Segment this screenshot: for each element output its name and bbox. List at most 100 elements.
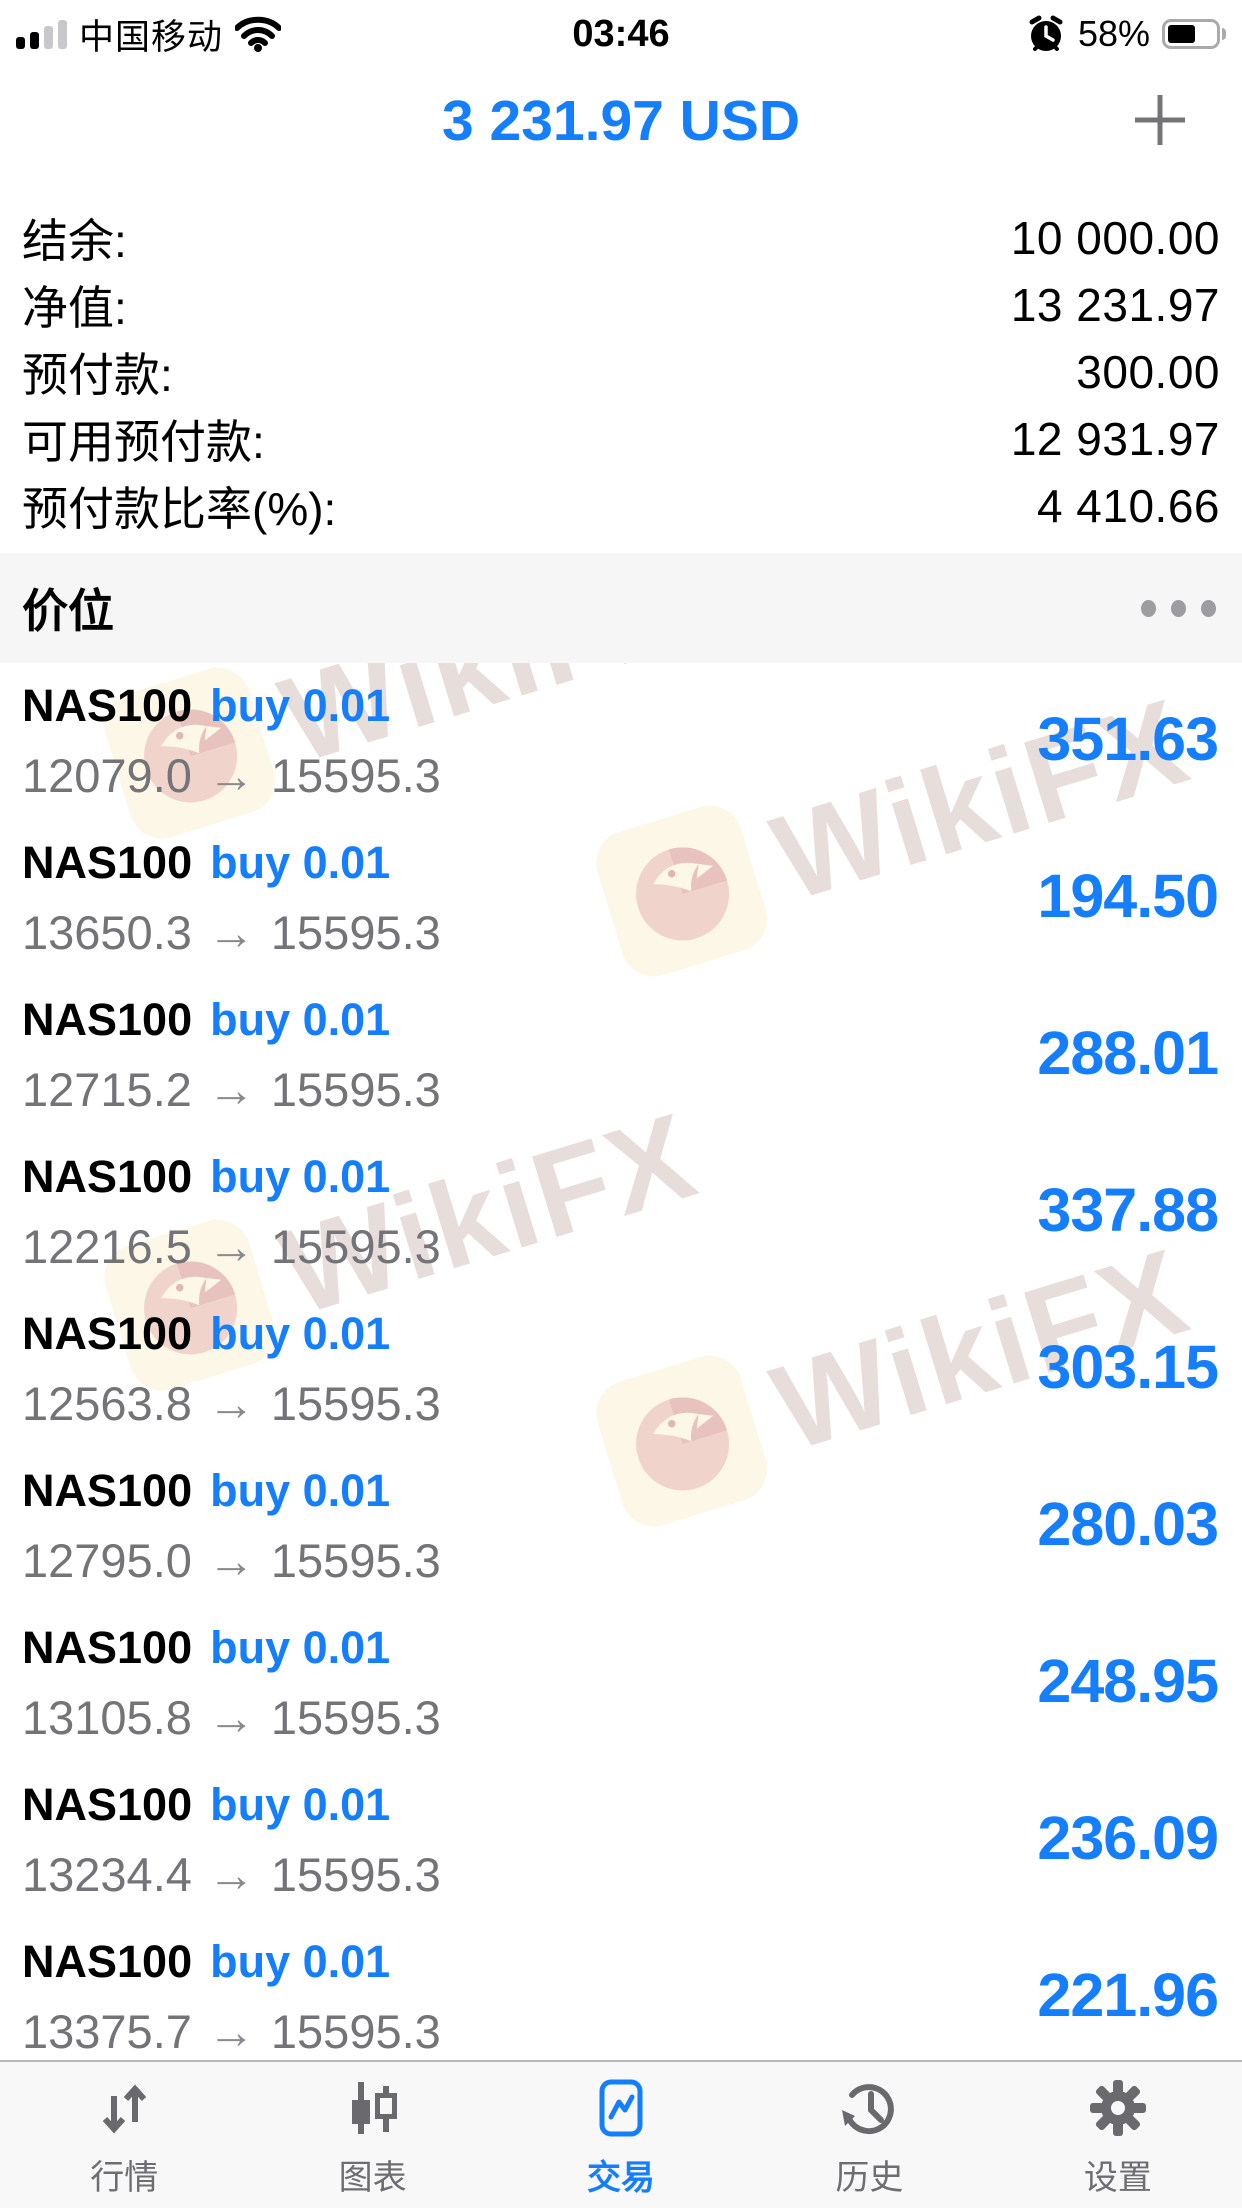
alarm-icon — [1029, 15, 1063, 51]
position-row[interactable]: NAS100 buy 0.01 12216.5 → 15595.3 337.88 — [0, 1134, 1242, 1291]
new-order-button[interactable] — [1130, 90, 1190, 150]
summary-label: 预付款: — [22, 348, 173, 401]
position-side-volume: buy 0.01 — [210, 1465, 391, 1516]
summary-label: 预付款比率(%): — [22, 482, 337, 535]
current-price: 15595.3 — [270, 749, 441, 802]
current-price: 15595.3 — [270, 1848, 441, 1901]
section-title: 价位 — [22, 585, 114, 637]
summary-value: 13 231.97 — [1010, 278, 1220, 331]
wifi-icon — [235, 16, 282, 52]
tab-label: 行情 — [90, 2159, 159, 2197]
battery-icon — [1162, 19, 1226, 49]
summary-row-margin-level: 预付款比率(%): 4 410.66 — [22, 472, 1220, 539]
tab-label: 设置 — [1083, 2159, 1152, 2197]
position-profit: 236.09 — [1037, 1803, 1219, 1872]
position-symbol: NAS100 — [22, 680, 193, 731]
position-symbol: NAS100 — [22, 1151, 193, 1202]
tab-label: 历史 — [835, 2159, 904, 2197]
position-profit: 351.63 — [1037, 704, 1219, 773]
open-price: 12079.0 — [22, 749, 192, 802]
summary-row-balance: 结余: 10 000.00 — [22, 204, 1220, 271]
position-symbol: NAS100 — [22, 1622, 193, 1673]
summary-label: 净值: — [22, 281, 127, 334]
position-profit: 280.03 — [1037, 1489, 1219, 1558]
tab-label: 交易 — [587, 2159, 656, 2197]
position-row[interactable]: NAS100 buy 0.01 12715.2 → 15595.3 288.01 — [0, 977, 1242, 1134]
current-price: 15595.3 — [270, 1377, 441, 1430]
account-header: 3 231.97 USD — [0, 62, 1242, 180]
position-profit: 288.01 — [1037, 1018, 1219, 1087]
open-price: 12795.0 — [22, 1534, 192, 1587]
tab-trade[interactable]: 交易 — [497, 2062, 745, 2208]
position-profit: 337.88 — [1037, 1175, 1219, 1244]
open-price: 13234.4 — [22, 1848, 192, 1901]
arrow-right-icon: → — [207, 1377, 255, 1430]
position-side-volume: buy 0.01 — [210, 1622, 391, 1673]
tab-label: 图表 — [338, 2159, 407, 2197]
position-profit: 303.15 — [1037, 1332, 1219, 1401]
position-side-volume: buy 0.01 — [210, 1308, 391, 1359]
position-row[interactable]: NAS100 buy 0.01 13650.3 → 15595.3 194.50 — [0, 820, 1242, 977]
history-icon — [842, 2084, 895, 2135]
current-price: 15595.3 — [270, 2005, 441, 2058]
summary-value: 12 931.97 — [1010, 412, 1220, 465]
arrow-right-icon: → — [207, 1691, 255, 1744]
account-summary: 结余: 10 000.00 净值: 13 231.97 预付款: 300.00 … — [0, 180, 1242, 539]
summary-row-margin: 预付款: 300.00 — [22, 338, 1220, 405]
current-price: 15595.3 — [270, 906, 441, 959]
position-side-volume: buy 0.01 — [210, 837, 391, 888]
position-symbol: NAS100 — [22, 994, 193, 1045]
summary-row-equity: 净值: 13 231.97 — [22, 271, 1220, 338]
position-row[interactable]: NAS100 buy 0.01 13105.8 → 15595.3 248.95 — [0, 1605, 1242, 1762]
position-symbol: NAS100 — [22, 1936, 193, 1987]
position-side-volume: buy 0.01 — [210, 1779, 391, 1830]
arrow-right-icon: → — [207, 749, 255, 802]
status-bar: 中国移动 03:46 58% — [0, 0, 1242, 62]
positions-section-header: 价位 — [0, 553, 1242, 663]
arrow-right-icon: → — [207, 1220, 255, 1273]
position-row[interactable]: NAS100 buy 0.01 12079.0 → 15595.3 351.63 — [0, 663, 1242, 820]
position-symbol: NAS100 — [22, 837, 193, 888]
position-side-volume: buy 0.01 — [210, 1151, 391, 1202]
current-price: 15595.3 — [270, 1691, 441, 1744]
position-profit: 194.50 — [1037, 861, 1219, 930]
summary-label: 结余: — [22, 214, 127, 267]
arrow-right-icon: → — [207, 1063, 255, 1116]
arrow-right-icon: → — [207, 906, 255, 959]
open-price: 13650.3 — [22, 906, 192, 959]
plus-icon — [1135, 95, 1185, 145]
summary-label: 可用预付款: — [22, 415, 265, 468]
open-price: 12216.5 — [22, 1220, 192, 1273]
sort-options-button[interactable] — [1137, 580, 1220, 637]
position-profit: 221.96 — [1037, 1960, 1219, 2029]
summary-value: 4 410.66 — [1036, 479, 1220, 532]
battery-percent-label: 58% — [1077, 13, 1150, 54]
tab-quotes[interactable]: 行情 — [0, 2062, 248, 2208]
position-side-volume: buy 0.01 — [210, 994, 391, 1045]
position-profit: 248.95 — [1037, 1646, 1219, 1715]
settings-gear-icon — [1089, 2080, 1146, 2136]
position-side-volume: buy 0.01 — [210, 1936, 391, 1987]
tab-bar: 行情 图表 交易 — [0, 2060, 1242, 2208]
tab-settings[interactable]: 设置 — [994, 2062, 1242, 2208]
tab-history[interactable]: 历史 — [745, 2062, 993, 2208]
position-side-volume: buy 0.01 — [210, 680, 391, 731]
arrow-right-icon: → — [207, 1848, 255, 1901]
open-price: 12715.2 — [22, 1063, 192, 1116]
floating-pl-title: 3 231.97 USD — [441, 89, 801, 153]
position-row[interactable]: NAS100 buy 0.01 12795.0 → 15595.3 280.03 — [0, 1448, 1242, 1605]
tab-charts[interactable]: 图表 — [248, 2062, 496, 2208]
summary-value: 300.00 — [1076, 345, 1220, 398]
position-row[interactable]: NAS100 buy 0.01 13234.4 → 15595.3 236.09 — [0, 1762, 1242, 1919]
position-symbol: NAS100 — [22, 1779, 193, 1830]
current-price: 15595.3 — [270, 1220, 441, 1273]
clock-time: 03:46 — [572, 12, 670, 55]
position-symbol: NAS100 — [22, 1465, 193, 1516]
arrow-right-icon: → — [207, 2005, 255, 2058]
position-row[interactable]: NAS100 buy 0.01 12563.8 → 15595.3 303.15 — [0, 1291, 1242, 1448]
charts-icon — [351, 2082, 397, 2134]
open-price: 12563.8 — [22, 1377, 192, 1430]
position-row[interactable]: NAS100 buy 0.01 13375.7 → 15595.3 221.96 — [0, 1919, 1242, 2076]
arrow-right-icon: → — [207, 1534, 255, 1587]
